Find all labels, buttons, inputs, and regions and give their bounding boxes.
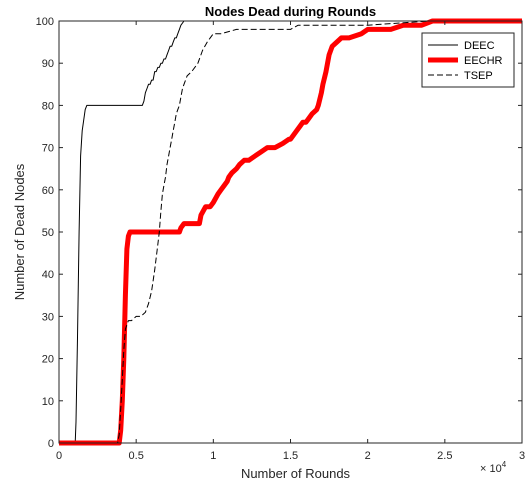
y-tick-label: 10 xyxy=(42,396,54,408)
x-tick-label: 0 xyxy=(56,450,62,462)
series-line-eechr xyxy=(59,18,522,446)
y-tick-label: 80 xyxy=(42,100,54,112)
series-lines xyxy=(59,18,522,446)
y-tick-label: 100 xyxy=(36,16,54,28)
x-tick-label: 2.5 xyxy=(437,450,452,462)
x-axis-exponent-base: × 10 xyxy=(480,463,502,475)
x-tick-label: 3 xyxy=(519,450,525,462)
y-axis-label: Number of Dead Nodes xyxy=(12,163,27,300)
legend-label: TSEP xyxy=(464,70,493,82)
chart-title: Nodes Dead during Rounds xyxy=(205,4,376,19)
x-axis-label: Number of Rounds xyxy=(241,466,351,481)
y-axis-ticks: 0 10 20 30 40 50 60 70 80 90 100 xyxy=(36,16,522,450)
y-tick-label: 0 xyxy=(48,438,54,450)
series-line-tsep xyxy=(59,20,522,444)
x-axis-exponent-power: 4 xyxy=(502,460,507,469)
x-tick-label: 2 xyxy=(365,450,371,462)
y-tick-label: 60 xyxy=(42,185,54,197)
x-tick-label: 1 xyxy=(210,450,216,462)
legend: DEEC EECHR TSEP xyxy=(421,32,515,88)
x-axis-ticks: 0 0.5 1 1.5 2 2.5 3 xyxy=(56,21,525,462)
y-tick-label: 90 xyxy=(42,58,54,70)
x-axis-exponent: × 104 xyxy=(480,460,507,475)
y-tick-label: 50 xyxy=(42,227,54,239)
y-tick-label: 40 xyxy=(42,269,54,281)
y-tick-label: 30 xyxy=(42,311,54,323)
x-tick-label: 0.5 xyxy=(129,450,144,462)
series-line-deec xyxy=(59,20,214,444)
x-tick-label: 1.5 xyxy=(283,450,298,462)
legend-label: EECHR xyxy=(464,55,503,67)
legend-label: DEEC xyxy=(464,40,495,52)
y-tick-label: 70 xyxy=(42,143,54,155)
y-tick-label: 20 xyxy=(42,354,54,366)
